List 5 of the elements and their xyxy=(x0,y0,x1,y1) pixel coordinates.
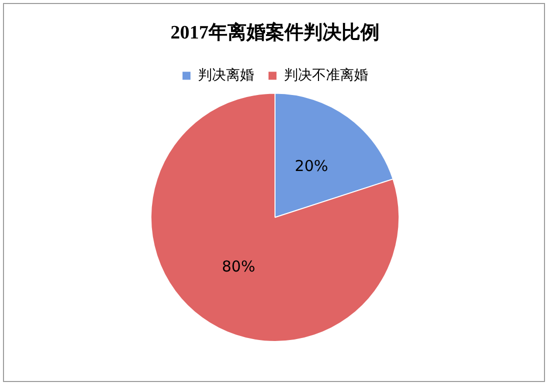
chart-title: 2017年离婚案件判决比例 xyxy=(170,21,380,44)
data-label: 80% xyxy=(222,257,256,276)
legend-label: 判决不准离婚 xyxy=(284,67,368,84)
legend-label: 判决离婚 xyxy=(198,67,254,84)
data-label: 20% xyxy=(294,157,328,176)
